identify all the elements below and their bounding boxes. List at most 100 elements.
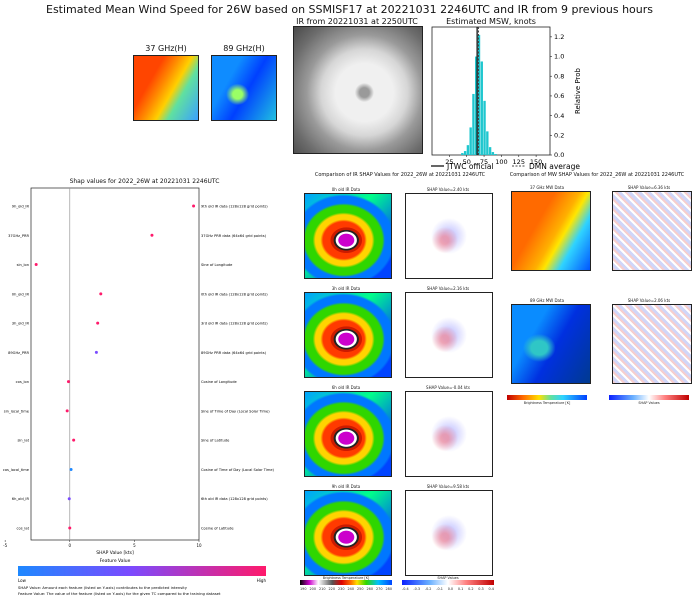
feature-value-label: Feature Value	[100, 558, 131, 564]
label-89ghz: 89 GHz(H)	[223, 44, 265, 53]
ir-shap-tick: -0.1	[436, 587, 443, 591]
shap-point	[99, 292, 103, 296]
ir-shap-tick: 0.3	[478, 587, 484, 591]
shap-xtick-label: 0	[68, 543, 71, 548]
mw-data-image	[511, 304, 591, 384]
hist-ytick-label: 0.6	[554, 92, 564, 100]
high-label: High	[257, 578, 267, 583]
hist-ytick-label: 0.4	[554, 112, 564, 120]
hist-bar	[461, 153, 464, 155]
mw-bt-cbar-label: Brightness Temperature [K]	[523, 401, 571, 405]
shap-point	[72, 438, 76, 442]
hist-bar	[494, 154, 497, 155]
shap-point	[94, 350, 98, 354]
hist-frame	[431, 26, 551, 156]
ir-bt-tick: 190	[300, 587, 307, 591]
shap-point	[66, 380, 70, 384]
shap-summary-plot: 9h_old_IR 9th old IR data (128x128 grid p…	[3, 187, 275, 596]
hist-ytick-label: 1.2	[554, 33, 564, 41]
ir-bt-cbar-label: Brightness Temperature [K]	[322, 576, 370, 580]
shap-feature-name: 9h_old_IR	[12, 205, 30, 209]
ir-bt-tick: 240	[347, 587, 354, 591]
shap-feature-desc: 9th old IR data (128x128 grid points)	[201, 205, 268, 209]
ir-bt-tick: 200	[309, 587, 316, 591]
shap-point	[96, 321, 100, 325]
ir-shap-tick: 0.0	[447, 587, 454, 591]
shap-feature-desc: Sine of Time of Day (Local Solar Time)	[201, 409, 270, 413]
shap-feature-name: cos_lat	[17, 527, 30, 531]
ir-row-shap-value: SHAP Value=-0.04 kts	[426, 385, 470, 390]
ir-row-left-title: 3h old IR Data	[331, 286, 361, 291]
ir-shap-tick: 0.2	[468, 587, 474, 591]
ir-shap-tick: 0.1	[457, 587, 464, 591]
hist-legend: JTWC official DMN average	[431, 162, 580, 171]
legend-dmn-label: DMN average	[529, 162, 580, 171]
mw-compare-title: Comparison of MW SHAP Values for 2022_26…	[509, 172, 685, 178]
shap-feature-name: cos_lon	[16, 380, 29, 384]
ir-bt-tick: 280	[385, 587, 392, 591]
ir-shap-image	[405, 193, 493, 279]
shap-xlabel: SHAP Value [kts]	[96, 550, 134, 556]
shap-feature-name: sin_lon	[17, 263, 29, 267]
hist-bar	[483, 100, 486, 155]
ir-shap-cbar-label: SHAP Values	[437, 576, 459, 580]
ir-compare-title: Comparison of IR SHAP Values for 2022_26…	[314, 172, 486, 178]
ir-data-image	[304, 292, 392, 378]
shap-feature-name: 6h_old_IR	[12, 497, 30, 501]
feature-value-colorbar	[18, 566, 266, 576]
mw-data-image	[511, 191, 591, 271]
ir-row-shap-value: SHAP Value=9.58 kts	[426, 484, 470, 489]
figure-title: Estimated Mean Wind Speed for 26W based …	[46, 3, 653, 16]
hist-xtick-label: 25	[445, 158, 453, 166]
hist-bar	[466, 145, 470, 155]
shap-point	[65, 409, 69, 413]
shap-xtick-label: -5	[3, 543, 7, 548]
shap-feature-desc: 89GHz PRR data (64x64 grid points)	[201, 351, 267, 355]
shap-point	[34, 263, 38, 267]
hist-bar	[488, 147, 492, 155]
shap-point	[68, 526, 72, 530]
shap-point	[69, 467, 73, 471]
ir-title: IR from 20221031 at 2250UTC	[296, 17, 418, 26]
shap-point	[150, 233, 154, 237]
shap-feature-name: sin_local_time	[4, 409, 30, 413]
shap-feature-name: 37GHz_PRR	[8, 234, 29, 238]
ir-bt-tick: 260	[366, 587, 373, 591]
shap-feature-name: 0h_old_IR	[12, 292, 30, 296]
mw-shap-cbar-label: SHAP Values	[638, 401, 660, 405]
mw-shap-colorbar	[609, 395, 689, 400]
hist-ytick-label: 0.0	[554, 151, 564, 159]
hist-bar	[469, 127, 472, 155]
ir-data-image	[304, 391, 392, 477]
shap-feature-desc: Sine of Latitude	[201, 439, 230, 443]
mw-bt-colorbar	[507, 395, 587, 400]
hist-bar	[472, 93, 475, 155]
mw-89ghz-image	[211, 55, 277, 121]
ir-row-shap-value: SHAP Value=2.16 kts	[426, 286, 470, 291]
shap-feature-desc: 6th old IR data (128x128 grid points)	[201, 497, 268, 501]
legend-jtwc-label: JTWC official	[446, 162, 494, 171]
ir-shap-tick: -0.2	[424, 587, 432, 591]
shap-title: Shap values for 2022_26W at 20221031 224…	[69, 178, 220, 185]
hist-bar	[486, 131, 489, 155]
ir-bt-tick: 230	[338, 587, 345, 591]
hist-ytick-label: 1.0	[554, 53, 564, 61]
shap-feature-desc: Cosine of Longitude	[201, 380, 237, 384]
hist-xtick-label: 150	[530, 158, 542, 166]
ir-data-image	[304, 490, 392, 576]
shap-feature-desc: 3rd old IR data (128x128 grid points)	[201, 322, 268, 326]
hist-ytick-label: 0.8	[554, 72, 564, 80]
ir-shap-colorbar	[402, 580, 494, 585]
shap-feature-desc: Cosine of Latitude	[201, 527, 234, 531]
mw-row-shap-value: SHAP Value=6.36 kts	[627, 185, 671, 190]
ir-shap-tick: -0.3	[413, 587, 421, 591]
shap-feature-desc: Sine of Longitude	[201, 263, 233, 267]
ir-shap-image	[405, 490, 493, 576]
ir-shap-tick: -0.4	[402, 587, 409, 591]
ir-bt-tick: 210	[319, 587, 326, 591]
shap-feature-desc: Cosine of Time of Day (Local Solar Time)	[201, 468, 275, 472]
shap-xtick-label: 5	[133, 543, 136, 548]
mw-row-shap-value: SHAP Value=2.06 kts	[627, 298, 671, 303]
mw-shap-image	[612, 304, 692, 384]
msw-histogram: 25 50 75 100 125 150 0.0 0.2 0.4 0.6 0.8 1.0 1.2 Re…	[431, 26, 582, 166]
